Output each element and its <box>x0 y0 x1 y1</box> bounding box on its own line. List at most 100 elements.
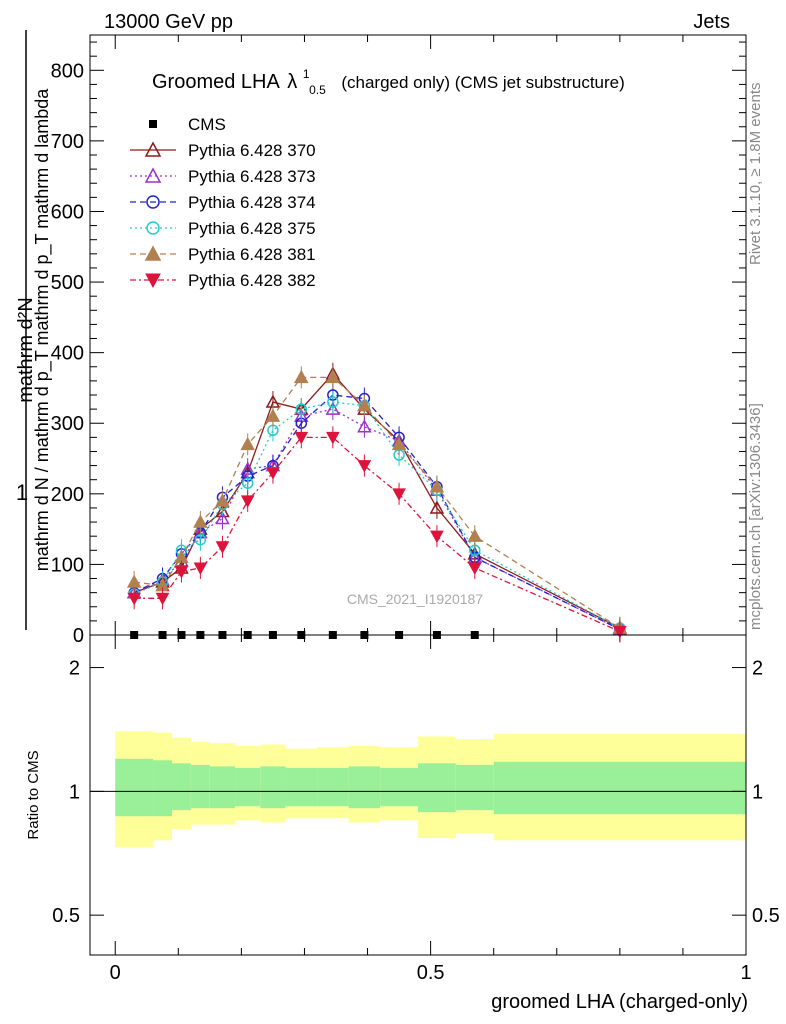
legend-label: Pythia 6.428 382 <box>188 271 316 290</box>
ratio-plot-frame <box>89 634 747 956</box>
legend-entry: CMS <box>149 115 226 134</box>
legend-entry: Pythia 6.428 374 <box>130 193 316 212</box>
title-rest: (charged only) (CMS jet substructure) <box>341 73 624 92</box>
ratio-band-inner <box>455 764 494 811</box>
ratio-band-inner <box>209 766 236 809</box>
y-tick-label: 300 <box>51 413 84 435</box>
x-tick-label: 0.5 <box>417 962 445 984</box>
series-marker <box>241 477 254 489</box>
y-tick-label: 200 <box>51 484 84 506</box>
legend-label: Pythia 6.428 375 <box>188 219 316 238</box>
series-marker <box>215 510 230 525</box>
ratio-y-axis-title: Ratio to CMS <box>25 750 42 839</box>
ratio-band-inner <box>235 767 261 807</box>
y-tick-label: 600 <box>51 201 84 223</box>
title-sub: 0.5 <box>309 83 326 97</box>
series-marker <box>144 245 162 261</box>
legend-entry: Pythia 6.428 375 <box>130 219 316 238</box>
series-marker <box>155 592 170 606</box>
title-main: Groomed LHA <box>152 71 280 93</box>
series-marker <box>430 530 444 544</box>
legend-entry: Pythia 6.428 370 <box>130 141 316 160</box>
ratio-band-inner <box>115 758 154 817</box>
legend-label: Pythia 6.428 373 <box>188 167 316 186</box>
series-marker <box>325 369 341 384</box>
legend-label: Pythia 6.428 370 <box>188 141 316 160</box>
ratio-y-tick-label: 2 <box>69 658 80 680</box>
ratio-band-inner <box>418 763 456 813</box>
x-axis-title: groomed LHA (charged-only) <box>491 991 748 1013</box>
series-marker <box>392 488 406 501</box>
y-tick-label: 800 <box>51 60 84 82</box>
side-label-mcplots: mcplots.cern.ch [arXiv:1306.3436] <box>747 403 764 630</box>
series-marker <box>146 195 160 209</box>
ratio-band-inner <box>172 763 191 811</box>
series-marker <box>294 431 309 445</box>
series-5 <box>126 366 628 639</box>
series-marker <box>295 403 308 415</box>
y-tick-label: 0 <box>73 625 84 647</box>
ratio-y-tick-label-right: 2 <box>752 658 763 680</box>
legend-entry: Pythia 6.428 373 <box>130 167 316 186</box>
ratio-band-inner <box>380 767 418 807</box>
series-marker <box>265 408 281 422</box>
ratio-band-inner <box>493 761 746 815</box>
series-marker <box>467 528 483 542</box>
y-axis-title-top: 1 <box>16 480 28 505</box>
series-line <box>133 372 621 629</box>
series-marker <box>215 493 230 507</box>
series-marker <box>613 625 627 639</box>
header-left: 13000 GeV pp <box>104 11 233 33</box>
main-title: Groomed LHA λ 1 0.5 (charged only) (CMS … <box>152 61 625 99</box>
series-marker <box>126 574 142 588</box>
ratio-bands <box>90 731 746 848</box>
series-marker <box>429 500 445 514</box>
ratio-band-inner <box>317 767 349 807</box>
legend: CMS Pythia 6.428 370 Pythia 6.428 373 Pythi… <box>130 115 316 290</box>
series-6 <box>127 426 627 643</box>
title-symbol: λ <box>287 71 297 93</box>
y-tick-label: 400 <box>51 343 84 365</box>
series-marker <box>149 120 157 128</box>
series-line <box>133 401 621 629</box>
legend-label: Pythia 6.428 381 <box>188 245 316 264</box>
ratio-band-inner <box>190 764 210 809</box>
watermark: CMS_2021_I1920187 <box>347 591 483 607</box>
series-marker <box>193 562 208 575</box>
ratio-y-tick-label: 0.5 <box>52 905 80 927</box>
ratio-y-tick-label: 1 <box>69 781 80 803</box>
y-tick-label: 500 <box>51 272 84 294</box>
series-line <box>133 394 621 630</box>
series-marker <box>194 533 207 546</box>
series-marker <box>357 460 372 473</box>
series-marker <box>145 273 161 289</box>
series-marker <box>144 141 162 157</box>
series-marker <box>174 565 189 579</box>
legend-entry: Pythia 6.428 382 <box>130 271 316 290</box>
series-marker <box>326 431 340 445</box>
series-marker <box>327 396 339 408</box>
series-marker <box>294 369 309 384</box>
series-marker <box>357 419 372 433</box>
ratio-y-tick-label-right: 0.5 <box>752 905 780 927</box>
ratio-band-inner <box>348 766 381 809</box>
series-marker <box>144 167 162 183</box>
series-marker <box>266 467 280 480</box>
series-marker <box>240 495 255 508</box>
series-marker <box>240 436 255 451</box>
ratio-band-inner <box>260 766 286 809</box>
series-line <box>134 376 621 629</box>
series-marker <box>193 514 208 528</box>
x-tick-label: 1 <box>740 962 751 984</box>
series-marker <box>146 221 160 235</box>
y-axis-title-denominator: mathrm d N / mathrm d p_T mathrm d p_T m… <box>32 88 53 571</box>
series-marker <box>391 436 407 451</box>
series-marker <box>215 541 230 554</box>
title-sup: 1 <box>303 67 310 81</box>
ratio-band-inner <box>153 760 172 817</box>
series-marker <box>429 479 445 493</box>
ratio-y-tick-label-right: 1 <box>752 781 763 803</box>
y-tick-label: 700 <box>51 131 84 153</box>
legend-label: Pythia 6.428 374 <box>188 193 316 212</box>
